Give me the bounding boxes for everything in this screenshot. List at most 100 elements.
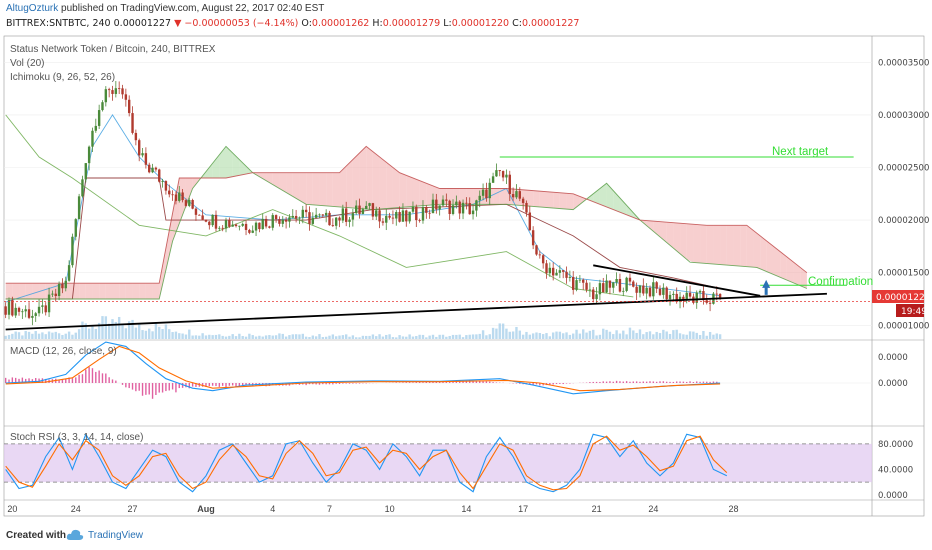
candle-body (11, 300, 14, 316)
volume-bar (164, 324, 168, 339)
macd-histogram-bar (659, 381, 661, 383)
candle-body (431, 199, 435, 214)
volume-bar (107, 323, 111, 339)
macd-histogram-bar (415, 382, 417, 383)
candle-body (81, 179, 84, 197)
candle-body (221, 227, 224, 229)
volume-bar (154, 323, 158, 339)
volume-bar (675, 329, 678, 339)
price-grid (4, 61, 872, 326)
author-link[interactable]: AltugOzturk (6, 3, 59, 14)
stoch-d-line (5, 435, 728, 491)
cloud-segment (466, 188, 474, 205)
candle-body (154, 167, 158, 170)
macd-histogram-bar (639, 381, 641, 383)
candle-body (57, 283, 61, 297)
volume-bar (47, 331, 51, 339)
volume-bar (188, 329, 191, 339)
cloud-segment (286, 172, 293, 197)
candle-body (21, 311, 24, 313)
volume-bar (632, 330, 635, 339)
volume-bar (638, 329, 642, 339)
volume-bar (214, 334, 218, 339)
price-tick-label: 0.00002500 (878, 163, 929, 173)
volume-bar (224, 336, 228, 339)
macd-histogram-bar (31, 379, 34, 383)
candle-body (675, 293, 678, 302)
cloud-segment (326, 172, 333, 207)
volume-bar (618, 333, 622, 339)
cloud-segment (499, 188, 507, 205)
cloud-segment (172, 178, 180, 242)
candle-body (455, 201, 458, 206)
cloud-segment (726, 225, 734, 266)
candle-body (148, 164, 151, 173)
macd-histogram-bar (135, 383, 137, 392)
cloud-segment (720, 225, 727, 266)
volume-bar (375, 336, 378, 339)
cloud-segment (760, 235, 767, 272)
signal-line (5, 345, 721, 392)
macd-histogram-bar (479, 381, 481, 383)
macd-histogram-bar (422, 382, 424, 383)
cloud-segment (359, 146, 367, 210)
volume-bar (161, 329, 164, 339)
cloud-segment (392, 167, 400, 208)
macd-histogram-bar (649, 381, 651, 383)
volume-bar (204, 335, 208, 339)
cloud-segment (539, 191, 547, 208)
macd-histogram-bar (125, 383, 127, 388)
macd-histogram-bar (625, 381, 628, 383)
candle-body (358, 205, 361, 214)
candle-body (375, 210, 378, 217)
macd-histogram-bar (452, 381, 454, 383)
macd-histogram-bar (635, 381, 638, 383)
candle-body (228, 220, 231, 227)
macd-histogram-bar (111, 379, 114, 383)
cloud-segment (312, 172, 320, 206)
volume-bar (77, 329, 81, 339)
volume-bar (705, 335, 708, 339)
volume-bar (622, 330, 625, 339)
candle-body (685, 292, 688, 301)
macd-histogram-bar (448, 381, 451, 383)
volume-bar (114, 321, 118, 339)
volume-bar (351, 335, 355, 339)
macd-histogram-bar (185, 383, 187, 388)
candle-body (331, 225, 335, 226)
candle-body (101, 102, 104, 111)
macd-histogram-bar (325, 383, 327, 385)
cloud-segment (5, 283, 13, 299)
cloud-segment (666, 222, 674, 249)
cloud-segment (292, 172, 300, 201)
tradingview-brand[interactable]: TradingView (88, 530, 144, 541)
candle-body (264, 218, 268, 227)
volume-bar (174, 331, 178, 339)
volume-bar (461, 337, 465, 339)
candle-body (385, 215, 388, 223)
volume-bar (475, 334, 478, 339)
volume-bar (97, 322, 101, 339)
macd-histogram-bar (81, 374, 84, 383)
cloud-segment (379, 156, 387, 210)
volume-bar (61, 334, 64, 339)
cloud-segment (65, 283, 73, 299)
candle-body (64, 280, 67, 289)
candle-body (602, 283, 605, 293)
stoch-tick-label: 80.0000 (878, 440, 913, 450)
macd-series (4, 341, 872, 399)
macd-histogram-bar (669, 381, 671, 383)
macd-histogram-bar (105, 373, 107, 383)
volume-bar (521, 334, 525, 339)
macd-histogram-bar (35, 378, 37, 383)
volume-bar (278, 333, 281, 339)
macd-histogram-bar (405, 382, 407, 383)
candle-body (425, 206, 428, 213)
candle-body (368, 203, 371, 206)
chart-canvas[interactable]: 0.00003500 0.00003000 0.00002500 0.00002000… (0, 34, 932, 522)
cloud-segment (559, 192, 567, 210)
candle-body (698, 291, 702, 293)
candle-body (625, 277, 628, 291)
candle-body (218, 227, 221, 229)
volume-bar (334, 336, 338, 339)
